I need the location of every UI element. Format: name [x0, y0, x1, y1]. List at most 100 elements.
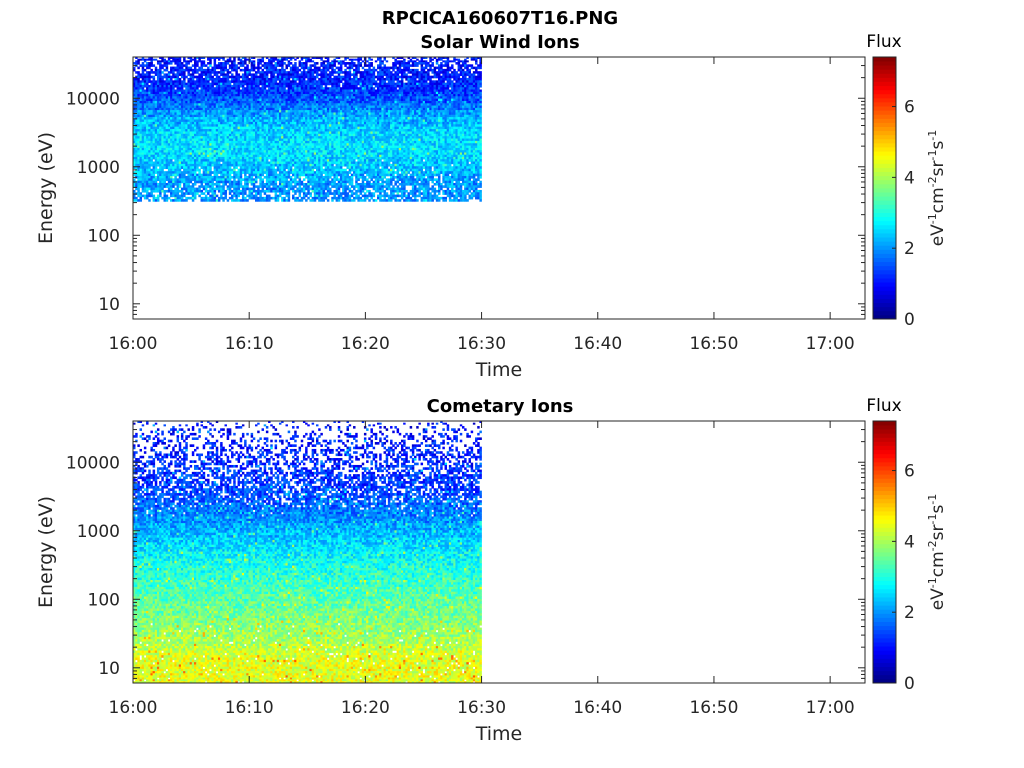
heatmap-cell	[142, 124, 144, 127]
heatmap-cell	[410, 85, 412, 88]
heatmap-cell	[201, 87, 203, 90]
heatmap-cell	[299, 69, 301, 72]
heatmap-cell	[388, 92, 390, 95]
heatmap-cell	[379, 119, 381, 122]
heatmap-cell	[353, 94, 355, 97]
heatmap-cell	[377, 85, 379, 88]
heatmap-cell	[303, 83, 305, 86]
heatmap-cell	[153, 87, 155, 90]
heatmap-cell	[418, 78, 420, 81]
heatmap-cell	[421, 83, 423, 86]
heatmap-cell	[257, 87, 259, 90]
heatmap-cell	[379, 117, 381, 120]
heatmap-cell	[464, 115, 466, 118]
heatmap-cell	[410, 83, 412, 86]
heatmap-cell	[281, 101, 283, 104]
heatmap-cell	[294, 92, 296, 95]
heatmap-cell	[412, 71, 414, 74]
heatmap-cell	[425, 85, 427, 88]
heatmap-cell	[201, 106, 203, 109]
heatmap-cell	[462, 71, 464, 74]
heatmap-cell	[168, 110, 170, 113]
heatmap-cell	[266, 115, 268, 118]
heatmap-cell	[209, 83, 211, 86]
heatmap-cell	[447, 69, 449, 72]
heatmap-cell	[294, 80, 296, 83]
heatmap-cell	[320, 90, 322, 93]
heatmap-cell	[477, 90, 479, 93]
heatmap-cell	[229, 60, 231, 62]
heatmap-cell	[392, 83, 394, 86]
heatmap-cell	[214, 99, 216, 102]
heatmap-cell	[214, 96, 216, 99]
heatmap-cell	[231, 108, 233, 111]
heatmap-cell	[231, 69, 233, 72]
heatmap-cell	[410, 124, 412, 127]
heatmap-cell	[209, 117, 211, 120]
heatmap-cell	[412, 127, 414, 130]
heatmap-cell	[137, 99, 139, 102]
heatmap-cell	[259, 122, 261, 125]
heatmap-cell	[222, 90, 224, 93]
heatmap-cell	[194, 99, 196, 102]
heatmap-cell	[431, 101, 433, 104]
heatmap-cell	[421, 71, 423, 74]
heatmap-cell	[268, 134, 270, 137]
heatmap-cell	[314, 117, 316, 120]
heatmap-cell	[240, 122, 242, 125]
heatmap-cell	[172, 92, 174, 95]
heatmap-cell	[427, 94, 429, 97]
heatmap-cell	[164, 94, 166, 97]
heatmap-cell	[305, 67, 307, 70]
heatmap-cell	[283, 108, 285, 111]
heatmap-cell	[344, 92, 346, 95]
heatmap-cell	[201, 101, 203, 104]
heatmap-cell	[327, 101, 329, 104]
heatmap-cell	[447, 92, 449, 95]
heatmap-cell	[344, 85, 346, 88]
heatmap-cell	[218, 90, 220, 93]
heatmap-cell	[164, 64, 166, 67]
heatmap-cell	[408, 94, 410, 97]
heatmap-cell	[312, 103, 314, 106]
heatmap-cell	[355, 87, 357, 90]
heatmap-cell	[375, 60, 377, 62]
heatmap-cell	[438, 92, 440, 95]
heatmap-cell	[471, 87, 473, 90]
heatmap-cell	[248, 103, 250, 106]
heatmap-cell	[305, 92, 307, 95]
heatmap-cell	[368, 101, 370, 104]
heatmap-cell	[148, 76, 150, 79]
heatmap-cell	[227, 129, 229, 132]
heatmap-cell	[436, 85, 438, 88]
heatmap-cell	[460, 92, 462, 95]
heatmap-cell	[259, 124, 261, 127]
heatmap-cell	[349, 119, 351, 122]
heatmap-cell	[166, 131, 168, 134]
heatmap-cell	[290, 99, 292, 102]
heatmap-cell	[198, 115, 200, 118]
heatmap-cell	[458, 85, 460, 88]
heatmap-cell	[325, 64, 327, 67]
heatmap-cell	[153, 83, 155, 86]
heatmap-cell	[377, 87, 379, 90]
heatmap-cell	[449, 131, 451, 134]
heatmap-cell	[333, 92, 335, 95]
heatmap-cell	[394, 67, 396, 70]
heatmap-cell	[264, 122, 266, 125]
heatmap-cell	[455, 108, 457, 111]
heatmap-cell	[272, 94, 274, 97]
heatmap-cell	[390, 67, 392, 70]
heatmap-cell	[246, 124, 248, 127]
heatmap-cell	[305, 117, 307, 120]
heatmap-cell	[235, 131, 237, 134]
heatmap-cell	[137, 83, 139, 86]
heatmap-cell	[390, 129, 392, 132]
heatmap-cell	[216, 64, 218, 67]
heatmap-cell	[222, 131, 224, 134]
heatmap-cell	[233, 108, 235, 111]
heatmap-cell	[303, 131, 305, 134]
heatmap-cell	[429, 96, 431, 99]
heatmap-cell	[410, 92, 412, 95]
heatmap-cell	[194, 80, 196, 83]
